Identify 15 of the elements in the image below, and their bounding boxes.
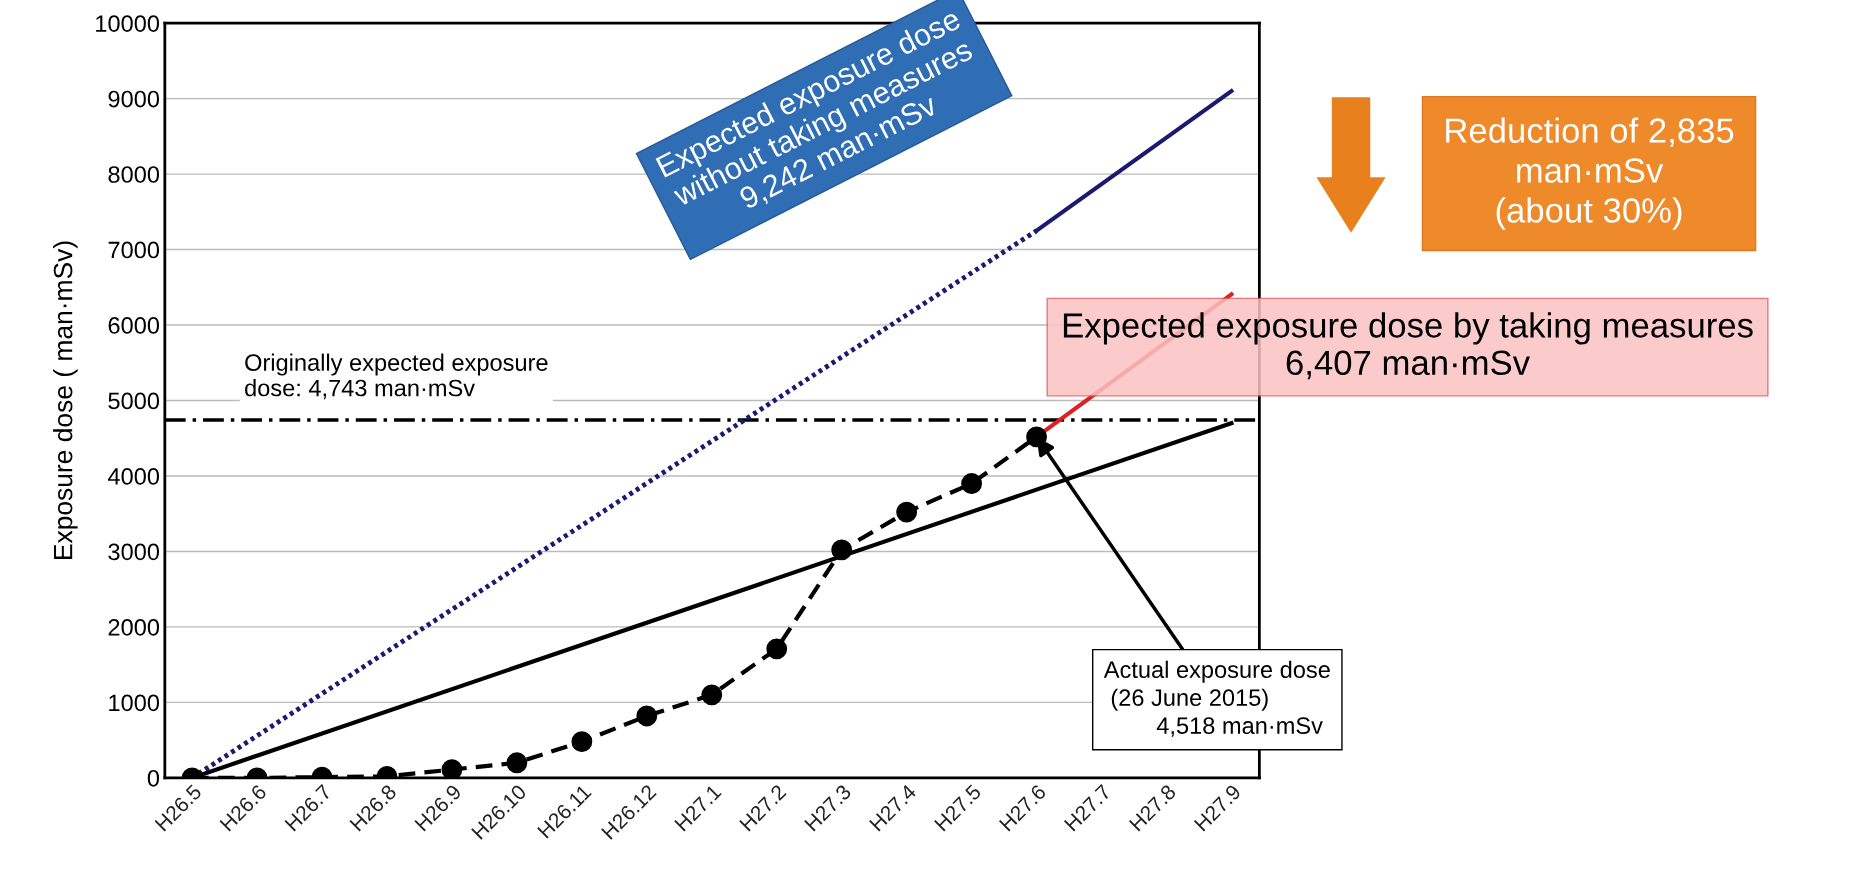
y-tick-label: 10000 bbox=[96, 15, 160, 32]
y-tick-label: 4000 bbox=[107, 468, 160, 485]
y-tick-label: 1000 bbox=[109, 694, 160, 712]
text: Reduction of 2,835 man·mSv (about 30%) bbox=[1446, 117, 1734, 230]
y-tick-label: 7000 bbox=[108, 241, 160, 259]
y-tick-label: 3000 bbox=[108, 543, 160, 561]
y-tick-label: 5000 bbox=[108, 392, 160, 410]
y-tick-label: 8000 bbox=[108, 166, 160, 183]
annotation: Expected exposure dose by taking measures 6,407 man·mSv bbox=[1063, 312, 1753, 380]
annotation: Actual exposure dose (26 June 2015) 4,518 man·mSv bbox=[1103, 660, 1330, 737]
ref-line-label: Originally expected exposure dose: 4,743 man·mSv bbox=[245, 353, 548, 400]
y-tick-label: 2000 bbox=[108, 618, 160, 636]
y-tick-label: 6000 bbox=[108, 317, 160, 334]
y-axis-title: Exposure dose ( man·mSv) bbox=[53, 241, 78, 559]
y-tick-label: 9000 bbox=[108, 90, 160, 108]
